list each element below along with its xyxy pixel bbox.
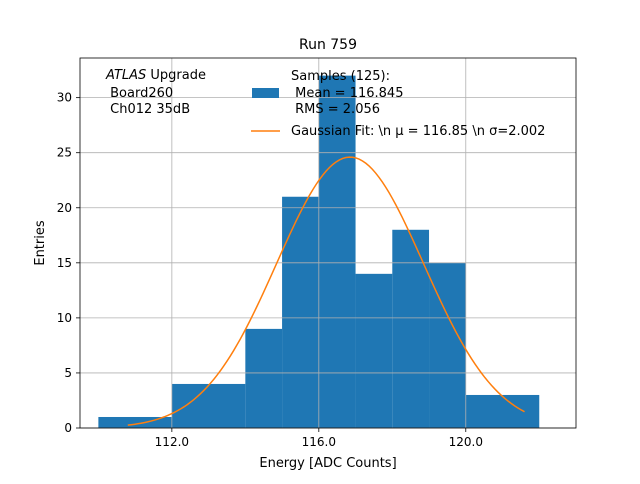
- y-tick-label-0: 0: [64, 421, 72, 435]
- y-tick-label-3: 15: [57, 256, 72, 270]
- annotation-line-2: Board260: [106, 86, 173, 101]
- x-tick-label-2: 120.0: [449, 435, 483, 449]
- legend-histogram-swatch: [252, 88, 279, 98]
- histogram-bar-0: [98, 416, 172, 428]
- legend-rms-label: RMS = 2.056: [291, 102, 380, 117]
- y-tick-label-4: 20: [57, 201, 72, 215]
- y-axis-label: Entries: [33, 220, 48, 266]
- chart-title: Run 759: [299, 37, 357, 53]
- histogram-bar-5: [355, 273, 393, 428]
- histogram-bar-2: [245, 328, 283, 428]
- x-tick-label-1: 116.0: [302, 435, 336, 449]
- x-axis-label: Energy [ADC Counts]: [259, 456, 396, 471]
- annotation-line-1: ATLAS Upgrade: [105, 68, 206, 83]
- histogram-bar-6: [392, 229, 430, 428]
- annotation-line-3: Ch012 35dB: [106, 102, 190, 117]
- legend-mean-label: Mean = 116.845: [291, 86, 403, 101]
- histogram-bar-4: [318, 75, 356, 428]
- histogram-bar-3: [282, 196, 319, 428]
- y-tick-label-5: 25: [57, 146, 72, 160]
- plot-frame: [79, 57, 577, 429]
- legend-fit-label: Gaussian Fit: \n μ = 116.85 \n σ=2.002: [291, 124, 545, 139]
- histogram-bar-8: [465, 394, 540, 428]
- annotation-upgrade: Upgrade: [146, 68, 206, 83]
- x-tick-label-0: 112.0: [155, 435, 189, 449]
- annotation-atlas: ATLAS: [105, 68, 146, 83]
- y-tick-label-1: 5: [64, 366, 72, 380]
- y-tick-label-2: 10: [57, 311, 72, 325]
- histogram-bar-1: [171, 383, 246, 428]
- histogram-bars: [98, 75, 540, 428]
- legend-samples-label: Samples (125):: [291, 69, 390, 84]
- atlas-annotation: ATLAS Upgrade Board260 Ch012 35dB: [105, 68, 206, 117]
- x-axis-ticks: 112.0 116.0 120.0: [155, 428, 483, 449]
- y-tick-label-6: 30: [57, 91, 72, 105]
- legend: Samples (125): Mean = 116.845 RMS = 2.05…: [251, 69, 545, 139]
- gaussian-fit-curve: [127, 156, 525, 426]
- y-axis-ticks: 0 5 10 15 20 25 30: [57, 91, 80, 435]
